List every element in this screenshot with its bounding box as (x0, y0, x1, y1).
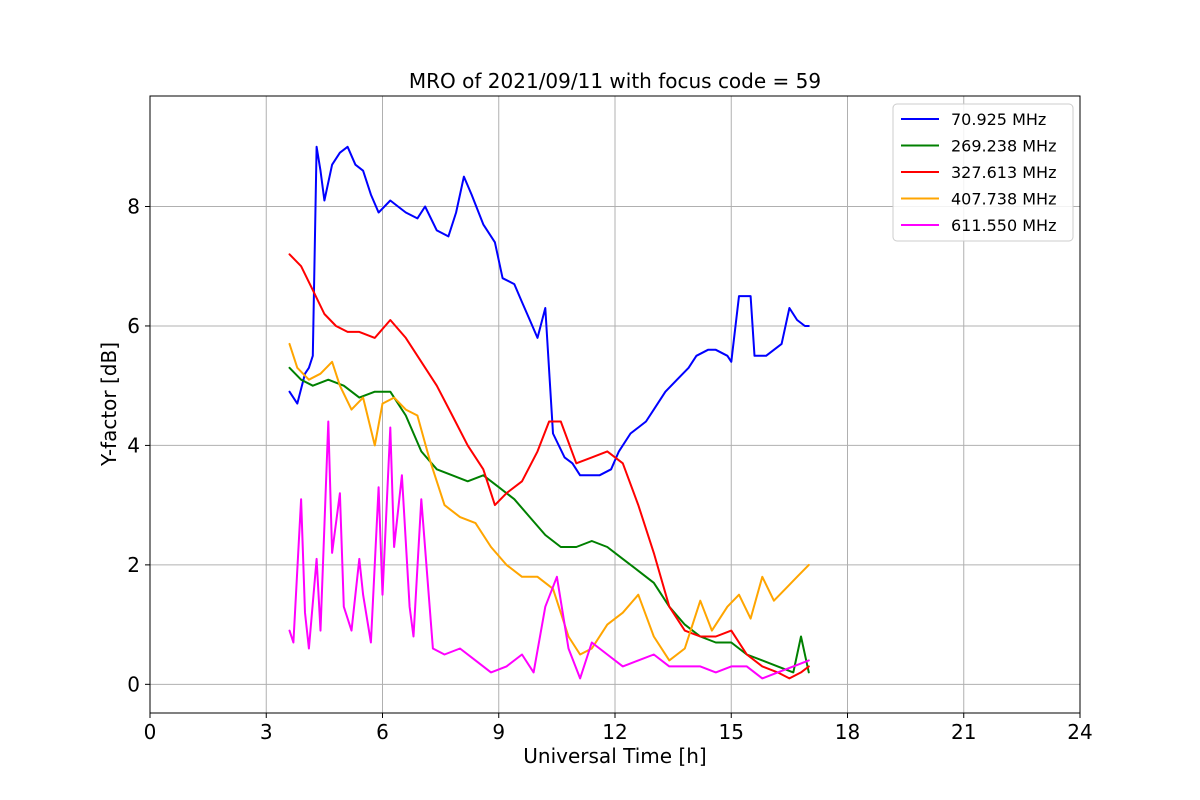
series-line-5 (288, 420, 810, 680)
x-axis-label: Universal Time [h] (523, 744, 706, 768)
x-tick-label: 24 (1067, 720, 1092, 744)
y-tick-label: 6 (127, 314, 140, 338)
x-tick-label: 6 (376, 720, 389, 744)
x-tick-label: 12 (602, 720, 627, 744)
y-axis-label: Y-factor [dB] (97, 342, 121, 467)
y-tick-label: 4 (127, 433, 140, 457)
chart-title: MRO of 2021/09/11 with focus code = 59 (409, 69, 821, 93)
legend-label: 611.550 MHz (951, 216, 1056, 235)
legend-label: 327.613 MHz (951, 163, 1056, 182)
y-tick-label: 0 (127, 672, 140, 696)
x-tick-label: 3 (260, 720, 273, 744)
legend-box (892, 103, 1074, 242)
x-tick-label: 15 (719, 720, 744, 744)
legend-label: 70.925 MHz (951, 110, 1046, 129)
x-tick-label: 18 (835, 720, 860, 744)
y-tick-label: 8 (127, 194, 140, 218)
legend: 70.925 MHz 269.238 MHz 327.613 MHz 407.738 … (892, 103, 1074, 242)
x-tick-label: 9 (492, 720, 505, 744)
series-layer (288, 145, 810, 680)
x-axis: 0 3 6 9 12 15 18 21 24 (144, 713, 1093, 744)
x-tick-label: 0 (144, 720, 157, 744)
series-line-4 (288, 342, 810, 662)
x-tick-label: 21 (951, 720, 976, 744)
legend-label: 269.238 MHz (951, 137, 1056, 156)
y-axis: 0 2 4 6 8 (127, 194, 150, 696)
series-line-3 (288, 253, 810, 680)
legend-label: 407.738 MHz (951, 190, 1056, 209)
y-tick-label: 2 (127, 553, 140, 577)
series-line-2 (288, 366, 810, 674)
series-line-1 (288, 145, 810, 477)
